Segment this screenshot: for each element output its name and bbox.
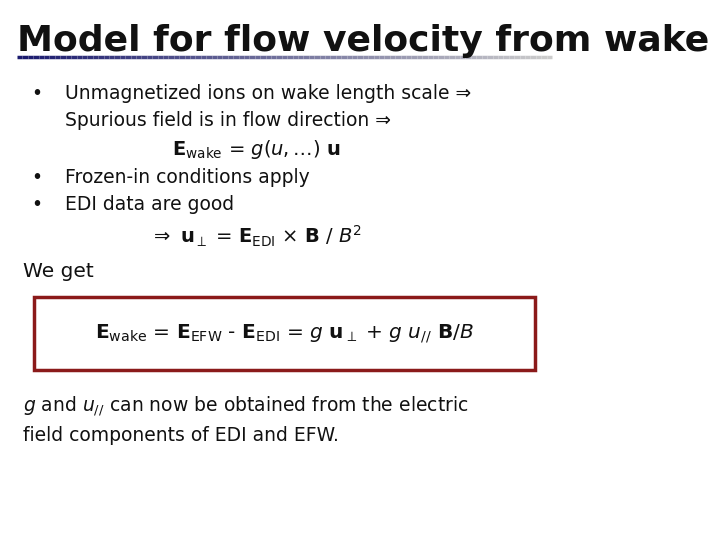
Text: We get: We get xyxy=(23,262,94,281)
Text: Spurious field is in flow direction ⇒: Spurious field is in flow direction ⇒ xyxy=(66,111,392,130)
Text: •: • xyxy=(31,84,42,103)
FancyBboxPatch shape xyxy=(34,297,535,370)
Text: $\mathbf{E}_\mathrm{wake}$ = $\mathbf{E}_\mathrm{EFW}$ - $\mathbf{E}_\mathrm{EDI: $\mathbf{E}_\mathrm{wake}$ = $\mathbf{E}… xyxy=(95,322,474,345)
Text: EDI data are good: EDI data are good xyxy=(66,195,235,214)
Text: $g$ and $u_{//}$ can now be obtained from the electric
field components of EDI a: $g$ and $u_{//}$ can now be obtained fro… xyxy=(23,394,468,444)
Text: •: • xyxy=(31,195,42,214)
Text: $\mathbf{E}_\mathrm{wake}$ = $g(u,\ldots)$ $\mathbf{u}$: $\mathbf{E}_\mathrm{wake}$ = $g(u,\ldots… xyxy=(172,138,341,161)
Text: Model for flow velocity from wake: Model for flow velocity from wake xyxy=(17,24,709,58)
Text: $\Rightarrow$ $\mathbf{u}_{\perp}$ = $\mathbf{E}_\mathrm{EDI}$ $\times$ $\mathbf: $\Rightarrow$ $\mathbf{u}_{\perp}$ = $\m… xyxy=(150,224,362,249)
Text: Frozen-in conditions apply: Frozen-in conditions apply xyxy=(66,168,310,187)
Text: Unmagnetized ions on wake length scale ⇒: Unmagnetized ions on wake length scale ⇒ xyxy=(66,84,472,103)
Text: •: • xyxy=(31,168,42,187)
